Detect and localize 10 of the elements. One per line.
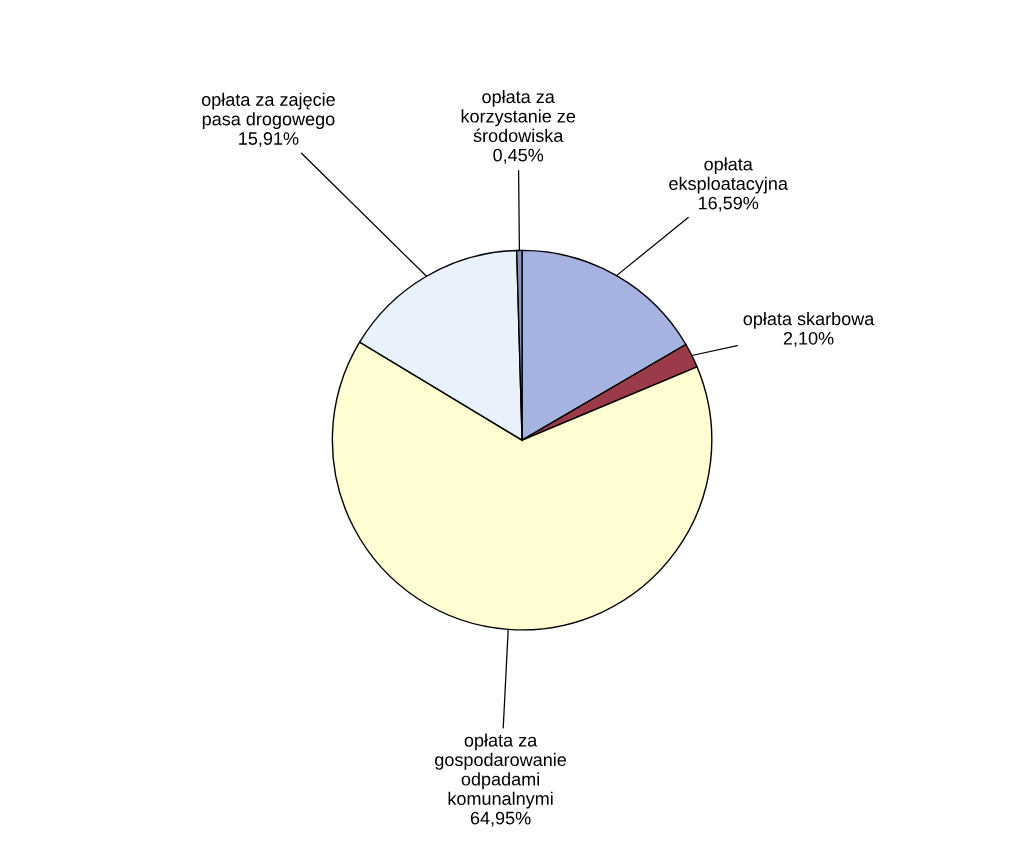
data-label: 64,95% [470,811,531,827]
slice-label: opłata eksploatacyjna [669,157,788,194]
slice-label: opłata za zajęcie pasa drogowego [201,92,335,130]
slice-label: opłata za gospodarowanie odpadami komunalnymi [435,733,567,809]
data-label: 0,45% [493,148,544,164]
data-label: 2,10% [783,331,834,347]
data-label: 16,59% [698,196,759,212]
slice-label: opłata skarbowa [743,311,875,329]
slice-label: opłata za korzystanie ze środowiska [461,89,576,143]
data-label: 15,91% [239,132,299,148]
